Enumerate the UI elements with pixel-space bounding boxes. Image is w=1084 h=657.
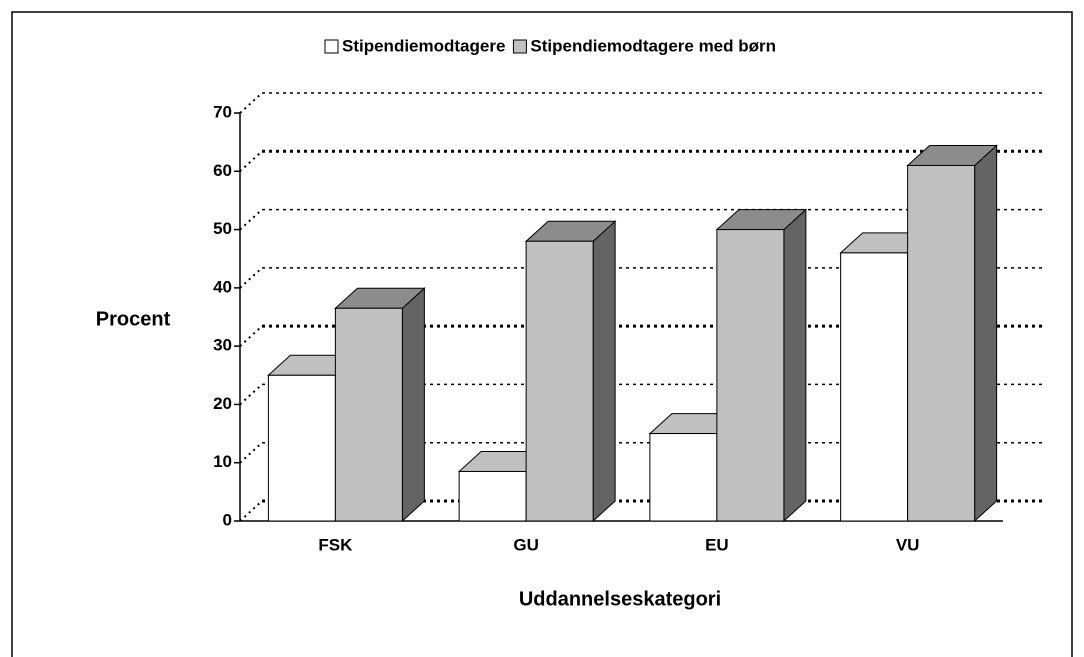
- y-tick-label: 70: [213, 102, 232, 121]
- x-tick-label: VU: [896, 535, 920, 554]
- legend-label: Stipendiemodtagere med børn: [530, 36, 776, 55]
- legend-label: Stipendiemodtagere: [342, 36, 505, 55]
- grid-connector: [239, 267, 263, 289]
- y-tick-label: 10: [213, 452, 232, 471]
- y-tick-label: 20: [213, 394, 232, 413]
- bar-side: [783, 208, 807, 523]
- y-axis-label: Procent: [96, 308, 171, 330]
- bar: [716, 229, 785, 522]
- grid-connector: [239, 208, 263, 231]
- grid-connector: [239, 500, 263, 522]
- bar-side: [401, 287, 425, 523]
- x-tick-label: GU: [513, 535, 539, 554]
- grid-connector: [239, 92, 263, 114]
- x-tick-label: EU: [705, 535, 729, 554]
- grid-connector: [239, 325, 263, 347]
- y-tick-label: 50: [213, 219, 232, 238]
- grid-connector: [239, 383, 263, 406]
- y-tick-label: 40: [213, 277, 232, 296]
- x-tick-label: FSK: [318, 535, 353, 554]
- x-axis-label: Uddannelseskategori: [519, 588, 721, 610]
- bar: [840, 252, 909, 522]
- y-tick-label: 0: [223, 510, 232, 529]
- bar: [334, 307, 403, 522]
- bar: [907, 164, 976, 522]
- bar: [525, 240, 594, 522]
- legend-swatch: [324, 39, 339, 54]
- grid-connector: [239, 150, 263, 173]
- bar: [267, 374, 336, 522]
- y-tick-label: 30: [213, 336, 232, 355]
- bar: [649, 433, 718, 522]
- grid-connector: [239, 441, 263, 464]
- bar: [458, 470, 527, 522]
- y-tick-label: 60: [213, 161, 232, 180]
- legend-swatch: [512, 39, 527, 54]
- bar-side: [592, 220, 616, 523]
- bar-side: [974, 144, 998, 523]
